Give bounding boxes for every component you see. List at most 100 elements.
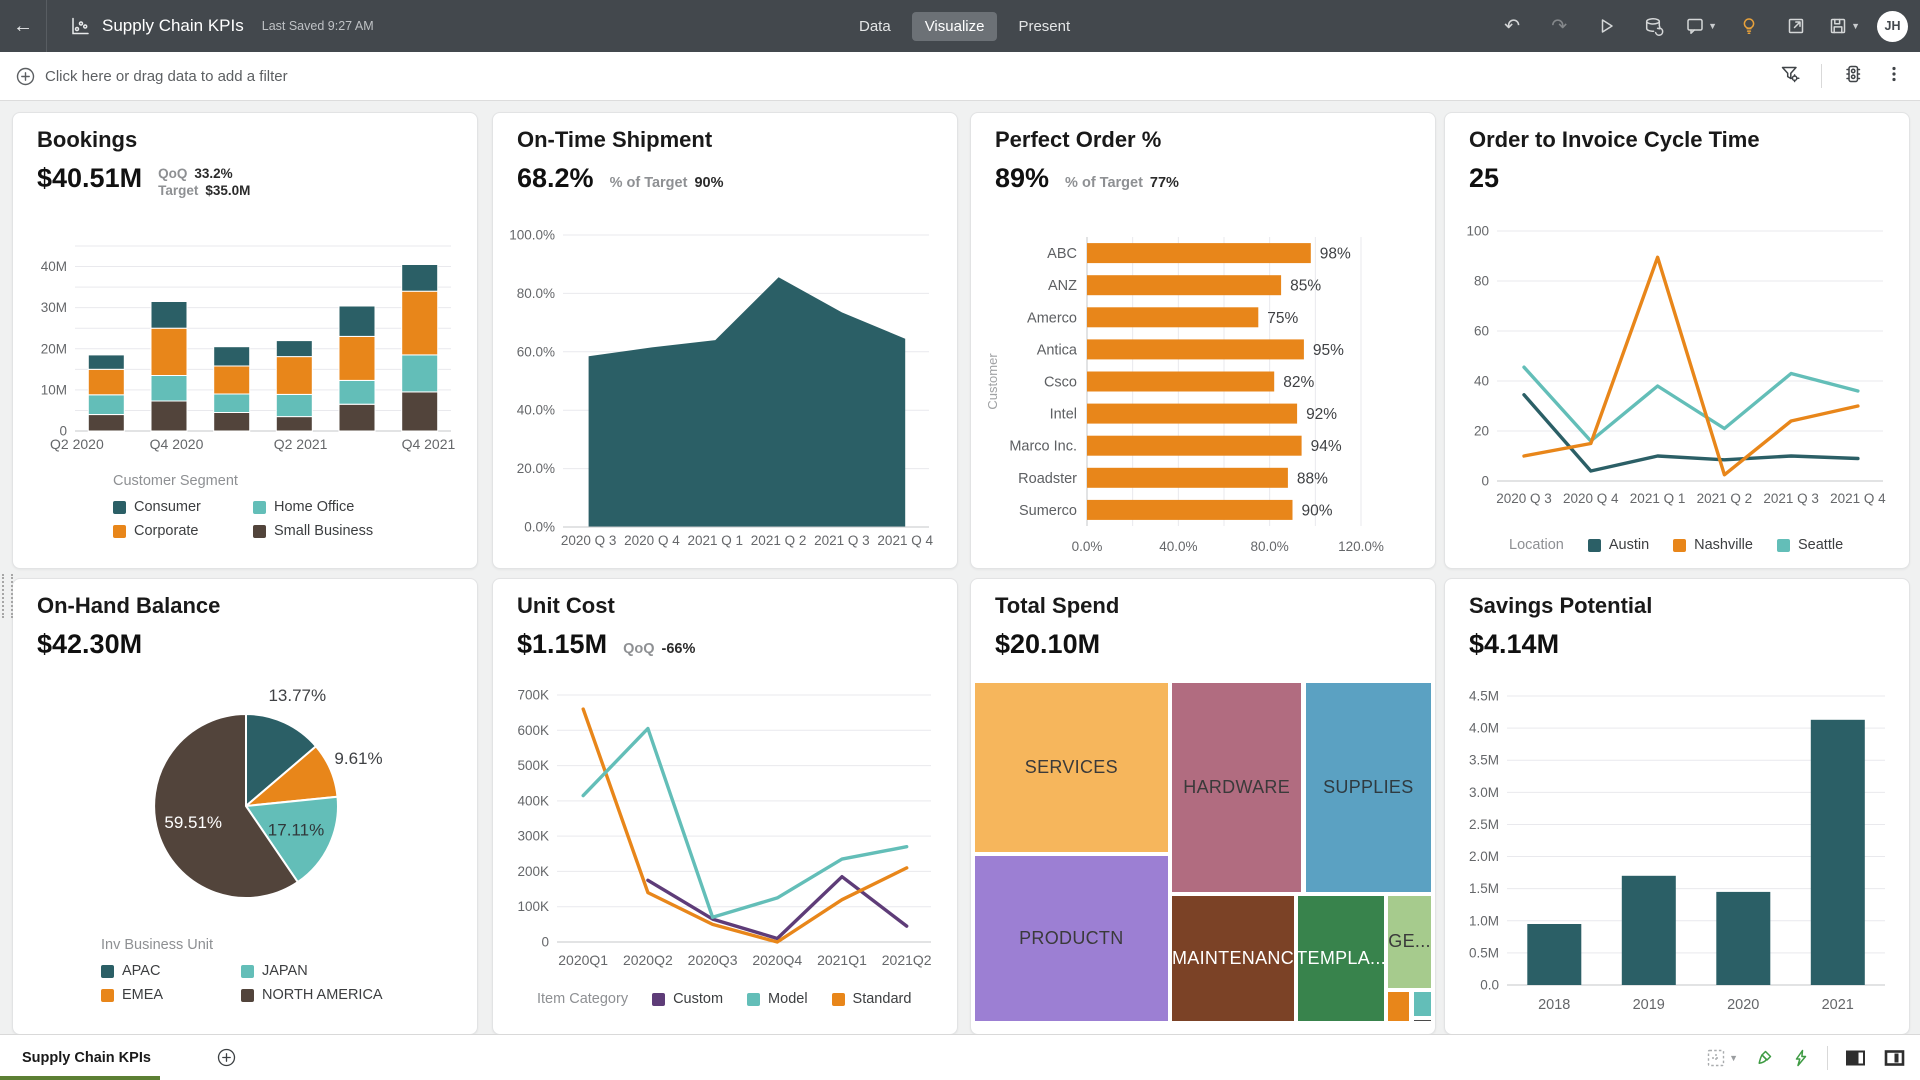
workbook-title: Supply Chain KPIs [102, 16, 244, 35]
legend-item[interactable]: Seattle [1776, 537, 1843, 553]
treemap-box-services[interactable]: SERVICES [974, 682, 1169, 854]
treemap-box[interactable] [1387, 990, 1411, 1022]
target-label: Target [158, 183, 199, 198]
legend-item[interactable]: NORTH AMERICA [241, 987, 383, 1003]
target-value: $35.0M [205, 183, 251, 198]
tile-cycle-time: Order to Invoice Cycle Time 25 100 80 60 40… [1444, 112, 1910, 569]
user-avatar[interactable]: JH [1877, 10, 1908, 42]
perfect-order-hbar-chart[interactable]: ABC 98% ANZ 85% Amerco 75% Antica 95% Csco 82% Int… [983, 229, 1423, 559]
auto-insights-bolt-icon[interactable] [1791, 1048, 1811, 1068]
top-bar-actions: ↶ ↷ ▼ ▼ JH [1497, 0, 1908, 52]
legend-item[interactable]: Home Office [253, 499, 373, 515]
add-filter-prompt[interactable]: Click here or drag data to add a filter [16, 67, 288, 86]
legend-item[interactable]: EMEA [101, 987, 241, 1003]
legend-swatch [1673, 538, 1687, 552]
treemap-box-productn[interactable]: PRODUCTN [974, 855, 1169, 1022]
svg-text:2020 Q 3: 2020 Q 3 [561, 533, 617, 548]
canvas-layout-caret-icon[interactable]: ▼ [1729, 1052, 1738, 1063]
canvas-tab-supply-chain-kpis[interactable]: Supply Chain KPIs [0, 1035, 177, 1080]
legend-item[interactable]: Standard [831, 991, 911, 1007]
kpi-value: 68.2% [517, 163, 594, 193]
svg-text:80: 80 [1474, 274, 1489, 289]
add-canvas-icon[interactable] [217, 1048, 236, 1067]
svg-text:88%: 88% [1297, 470, 1328, 487]
svg-text:2020Q2: 2020Q2 [623, 952, 673, 968]
legend-item[interactable]: Small Business [253, 523, 373, 539]
tab-present[interactable]: Present [1018, 17, 1071, 35]
legend-item[interactable]: Custom [652, 991, 723, 1007]
row-drag-handle[interactable] [2, 574, 13, 618]
treemap-box-supplies[interactable]: SUPPLIES [1304, 682, 1432, 893]
filter-bar-actions [1779, 63, 1904, 90]
svg-text:2020 Q 3: 2020 Q 3 [1496, 491, 1552, 506]
save-icon[interactable]: ▼ [1828, 11, 1860, 41]
savings-bar-chart[interactable]: 4.5M 4.0M 3.5M 3.0M 2.5M 2.0M 1.5M 1.0M 0.5M 0.0 2… [1457, 687, 1897, 1017]
legend-item[interactable]: Model [747, 991, 808, 1007]
qoq-value: -66% [661, 641, 696, 657]
svg-text:95%: 95% [1313, 342, 1344, 359]
treemap-box[interactable] [1412, 990, 1432, 1017]
svg-text:2019: 2019 [1633, 997, 1665, 1013]
canvas-settings-icon[interactable] [1842, 63, 1864, 90]
comments-caret-icon[interactable]: ▼ [1708, 21, 1718, 31]
svg-text:2020 Q 4: 2020 Q 4 [624, 533, 680, 548]
back-arrow-icon[interactable]: ← [0, 0, 47, 52]
treemap-box-maintenanc[interactable]: MAINTENANC [1170, 894, 1296, 1022]
comments-icon[interactable]: ▼ [1685, 11, 1717, 41]
svg-text:80.0%: 80.0% [517, 286, 555, 301]
treemap-box-ge[interactable]: GE... [1387, 894, 1432, 989]
svg-text:2021 Q 3: 2021 Q 3 [1763, 491, 1819, 506]
svg-text:100: 100 [1466, 224, 1489, 239]
bookings-stacked-bar-chart[interactable]: 40M 30M 20M 10M 0 Q2 2020 Q4 2020 Q2 2021 Q4 202… [29, 231, 461, 457]
unit-cost-line-chart[interactable]: 700K 600K 500K 400K 300K 200K 100K 0 2020Q1 2020Q… [505, 687, 945, 973]
more-kebab-icon[interactable] [1884, 64, 1904, 89]
onhand-legend: Inv Business Unit APAC JAPAN EMEA NORTH AMER… [101, 937, 383, 1003]
canvas-tab-label: Supply Chain KPIs [22, 1049, 151, 1066]
qoq-value: 33.2% [194, 166, 233, 181]
tile-title: Bookings [37, 127, 138, 152]
svg-text:2020Q4: 2020Q4 [752, 952, 802, 968]
style-paintbrush-icon[interactable] [1754, 1047, 1775, 1068]
legend-item[interactable]: JAPAN [241, 963, 383, 979]
undo-icon[interactable]: ↶ [1504, 15, 1521, 37]
treemap-box[interactable] [1412, 1018, 1432, 1022]
kpi-value: $1.15M [517, 629, 608, 659]
legend-swatch [253, 500, 266, 514]
legend-item[interactable]: Austin [1587, 537, 1649, 553]
treemap-box-hardware[interactable]: HARDWARE [1170, 682, 1303, 893]
svg-text:Sumerco: Sumerco [1019, 503, 1077, 519]
cycle-time-line-chart[interactable]: 100 80 60 40 20 0 2020 Q 3 2020 Q 4 2021 Q 1 2021… [1457, 221, 1897, 511]
ontime-area-chart[interactable]: 100.0% 80.0% 60.0% 40.0% 20.0% 0.0% 2020 Q 3 20… [507, 223, 943, 553]
treemap-box-templa[interactable]: TEMPLA... [1297, 894, 1385, 1022]
export-icon[interactable] [1781, 11, 1811, 41]
legend-item[interactable]: Nashville [1673, 537, 1753, 553]
redo-icon[interactable]: ↷ [1551, 15, 1568, 37]
svg-text:0.0%: 0.0% [524, 520, 555, 535]
svg-text:40: 40 [1474, 374, 1489, 389]
legend-swatch [831, 992, 845, 1006]
canvas-layout-icon[interactable]: ▼ [1706, 1048, 1738, 1068]
onhand-pie-chart[interactable]: 13.77% 9.61% 17.11% 59.51% [13, 674, 477, 929]
filter-bar: Click here or drag data to add a filter [0, 52, 1920, 101]
filter-settings-icon[interactable] [1779, 63, 1801, 90]
tab-data[interactable]: Data [859, 17, 891, 35]
legend-swatch [241, 988, 254, 1002]
legend-item[interactable]: Corporate [113, 523, 253, 539]
kpi-value: $20.10M [995, 629, 1101, 659]
svg-text:Amerco: Amerco [1027, 310, 1077, 326]
legend-swatch [652, 992, 666, 1006]
bottom-bar-actions: ▼ [1706, 1045, 1906, 1070]
insights-lightbulb-icon[interactable] [1734, 11, 1764, 41]
run-play-icon[interactable] [1591, 11, 1621, 41]
save-caret-icon[interactable]: ▼ [1851, 21, 1860, 31]
legend-item[interactable]: APAC [101, 963, 241, 979]
left-panel-toggle-icon[interactable] [1844, 1048, 1867, 1068]
total-spend-treemap[interactable]: SERVICES PRODUCTN HARDWARE SUPPLIES MAINTENA… [974, 682, 1432, 1022]
tab-visualize[interactable]: Visualize [911, 11, 998, 41]
legend-item[interactable]: Consumer [113, 499, 253, 515]
refresh-data-icon[interactable] [1638, 11, 1668, 41]
right-panel-toggle-icon[interactable] [1883, 1048, 1906, 1068]
svg-text:2021 Q 1: 2021 Q 1 [687, 533, 743, 548]
tile-title: Order to Invoice Cycle Time [1469, 127, 1760, 152]
qoq-label: QoQ [623, 641, 655, 657]
